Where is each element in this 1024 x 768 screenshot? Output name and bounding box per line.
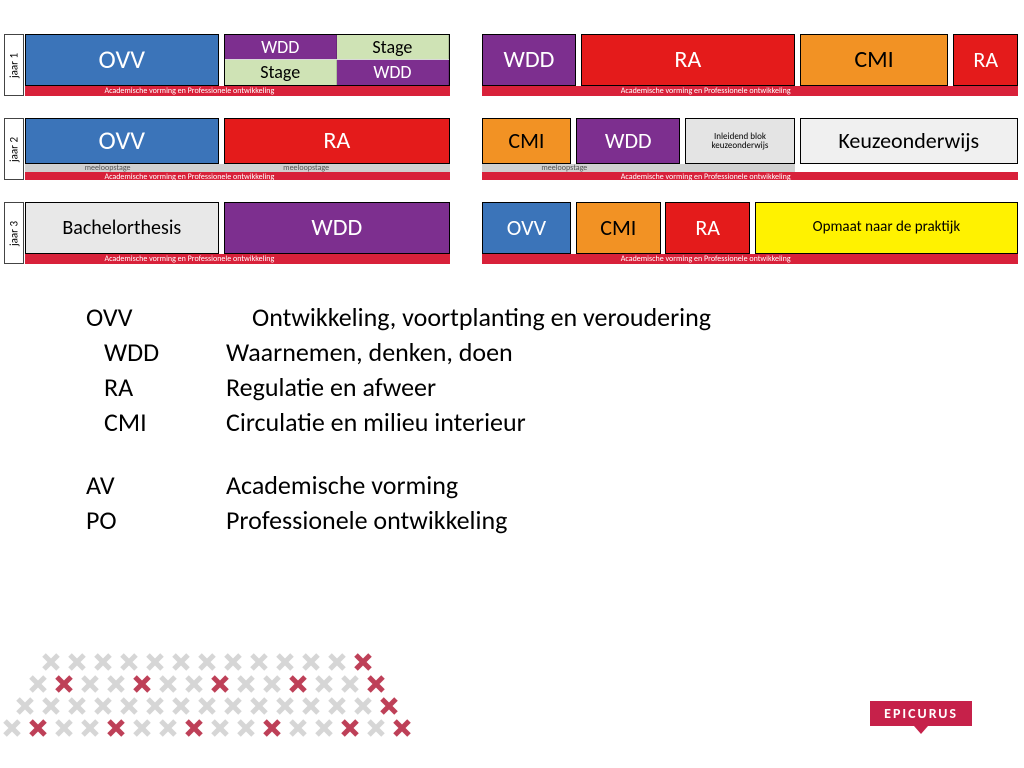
row-stripe: meeloopstagemeeloopstageAcademische vorm… — [25, 164, 1018, 180]
year-row: jaar 2OVVRA CMIWDDInleidend blok keuzeond… — [0, 118, 1024, 180]
year-label: jaar 1 — [4, 34, 24, 96]
legend-row: RARegulatie en afweer — [86, 370, 711, 405]
curriculum-block: WDD — [224, 202, 450, 254]
curriculum-block: Opmaat naar de praktijk — [755, 202, 1018, 254]
curriculum-block: WDDStageStageWDD — [224, 34, 450, 86]
row-stripe: Academische vorming en Professionele ont… — [25, 86, 1018, 96]
curriculum-block: WDD — [482, 34, 576, 86]
curriculum-block: RA — [665, 202, 749, 254]
curriculum-block: OVV — [25, 34, 219, 86]
curriculum-block: OVV — [482, 202, 571, 254]
legend: OVVOntwikkeling, voortplanting en veroud… — [86, 300, 711, 539]
curriculum-block: RA — [581, 34, 794, 86]
curriculum-block: RA — [224, 118, 450, 164]
year-label: jaar 3 — [4, 202, 24, 264]
curriculum-block: WDD — [576, 118, 680, 164]
decorative-cross-pattern — [0, 648, 440, 740]
year-row: jaar 3BachelorthesisWDD OVVCMIRAOpmaat na… — [0, 202, 1024, 264]
legend-row: POProfessionele ontwikkeling — [86, 503, 711, 538]
curriculum-block: CMI — [482, 118, 571, 164]
curriculum-block: RA — [953, 34, 1018, 86]
legend-row: CMICirculatie en milieu interieur — [86, 405, 711, 440]
curriculum-block: Bachelorthesis — [25, 202, 219, 254]
year-label: jaar 2 — [4, 118, 24, 180]
legend-row: WDDWaarnemen, denken, doen — [86, 335, 711, 370]
curriculum-block: OVV — [25, 118, 219, 164]
curriculum-block: CMI — [800, 34, 949, 86]
legend-row: AVAcademische vorming — [86, 468, 711, 503]
row-stripe: Academische vorming en Professionele ont… — [25, 254, 1018, 264]
brand-badge: EPICURUS — [870, 701, 972, 726]
curriculum-block: Keuzeonderwijs — [800, 118, 1018, 164]
legend-row: OVVOntwikkeling, voortplanting en veroud… — [86, 300, 711, 335]
curriculum-block: Inleidend blok keuzeonderwijs — [685, 118, 794, 164]
curriculum-block: CMI — [576, 202, 660, 254]
year-row: jaar 1OVVWDDStageStageWDDWDDRACMIRAAcade… — [0, 34, 1024, 96]
